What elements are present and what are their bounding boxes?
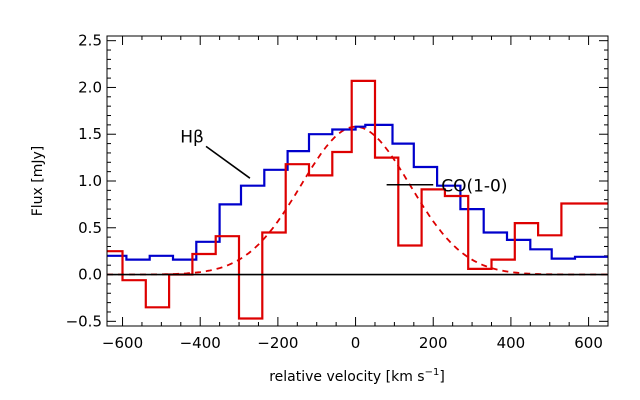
y-tick-label: 2.5 [78, 32, 102, 50]
x-axis-label: relative velocity [km s−1] [269, 367, 445, 385]
x-tick-label: 0 [351, 334, 361, 352]
hbeta-label: Hβ [180, 127, 204, 147]
annotations: Hβ CO(1-0) [180, 127, 507, 196]
minor-ticks [107, 36, 609, 326]
x-axis-label-suffix: ] [439, 369, 444, 385]
x-tick-label: −600 [102, 334, 143, 352]
y-tick-labels: −0.5 0.0 0.5 1.0 1.5 2.0 2.5 [66, 32, 102, 331]
y-tick-label: 2.0 [78, 78, 102, 96]
x-tick-label: −200 [257, 334, 298, 352]
major-ticks [107, 36, 608, 326]
co-label: CO(1-0) [441, 177, 507, 197]
gaussian-fit-line [107, 125, 608, 276]
plot-frame [106, 35, 609, 327]
x-axis-label-prefix: relative velocity [km s [269, 369, 424, 385]
co-spectrum-line [107, 79, 608, 320]
y-tick-label: 0.0 [78, 266, 102, 284]
x-axis-label-superscript: −1 [425, 367, 440, 378]
hbeta-spectrum-line [107, 123, 608, 261]
y-tick-label: 0.5 [78, 219, 102, 237]
y-axis-label: Flux [mJy] [30, 146, 46, 217]
x-tick-labels: −600 −400 −200 0 200 400 600 [102, 334, 603, 352]
y-tick-label: −0.5 [66, 312, 102, 330]
series-layer [107, 79, 608, 320]
hbeta-pointer-line [205, 145, 251, 179]
y-tick-label: 1.0 [78, 172, 102, 190]
x-tick-label: 400 [497, 334, 526, 352]
x-tick-label: −400 [180, 334, 221, 352]
x-tick-label: 200 [419, 334, 448, 352]
y-tick-label: 1.5 [78, 125, 102, 143]
x-tick-label: 600 [574, 334, 603, 352]
